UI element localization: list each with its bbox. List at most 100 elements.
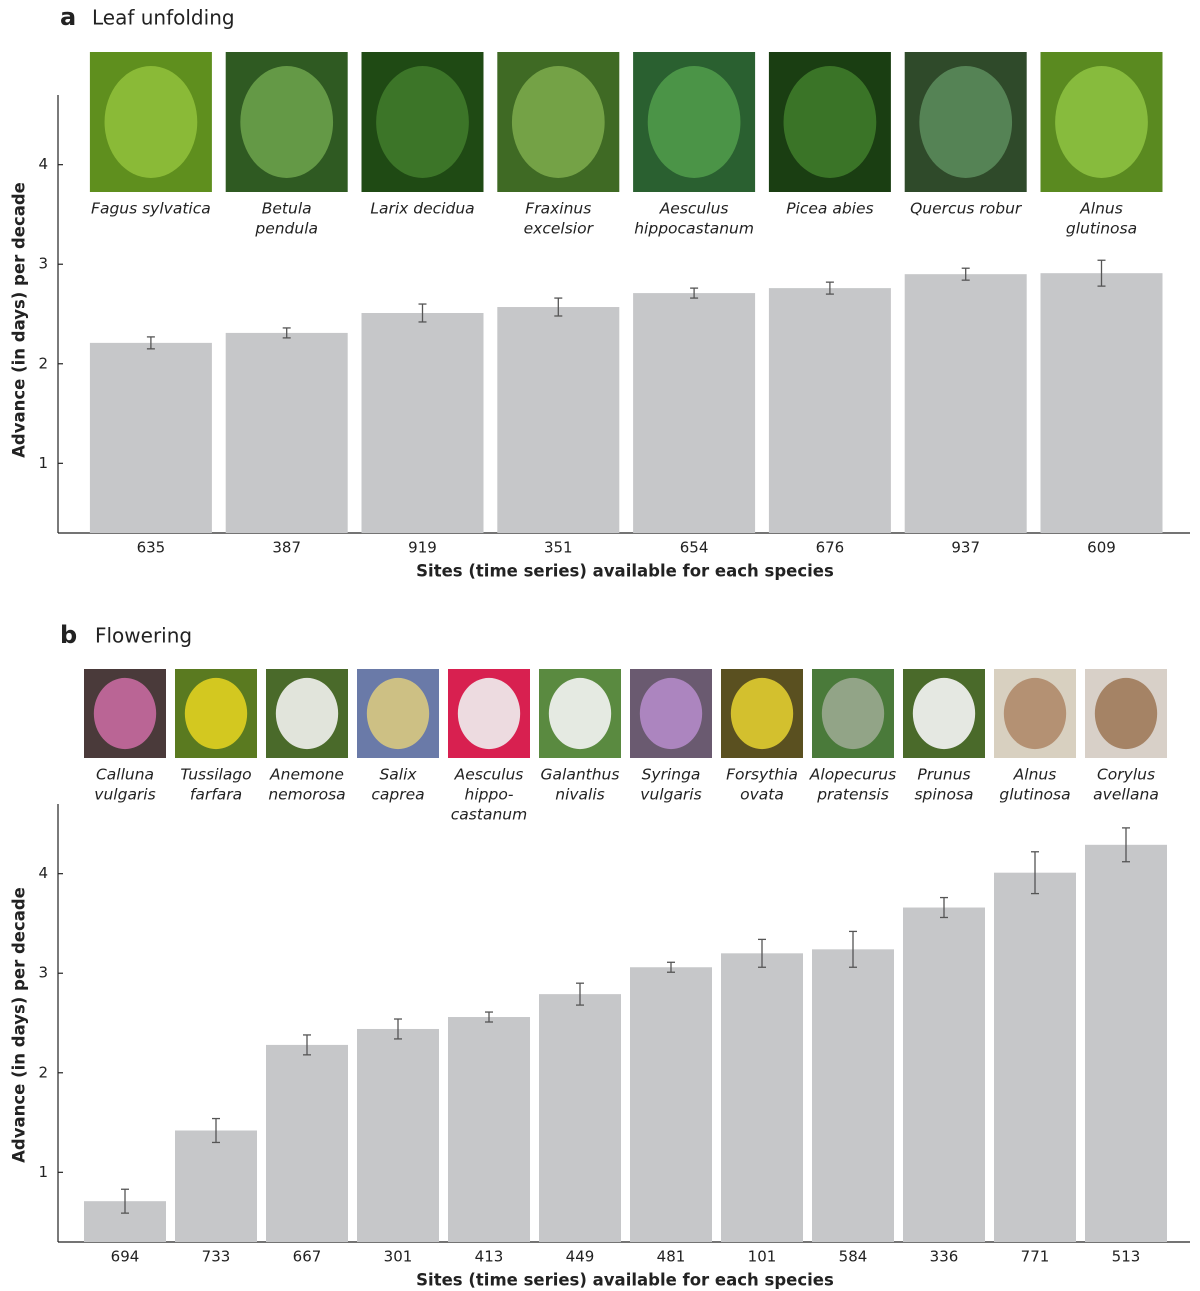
x-tick-label: 771 xyxy=(1021,1248,1050,1266)
species-photo-subject xyxy=(376,66,469,178)
x-tick-label: 937 xyxy=(951,539,980,557)
species-name: Tussilago xyxy=(180,766,251,784)
bar xyxy=(539,994,621,1242)
y-tick-label: 3 xyxy=(38,255,48,273)
species-photo-subject xyxy=(730,677,794,750)
error-bar xyxy=(1122,827,1130,863)
bar xyxy=(1040,273,1163,533)
species-photo-subject xyxy=(912,677,976,750)
species-photo-subject xyxy=(275,677,339,750)
error-bar xyxy=(554,297,563,317)
bar xyxy=(1085,844,1167,1242)
x-tick-label: 387 xyxy=(272,539,301,557)
bar xyxy=(904,274,1027,533)
bar xyxy=(175,1130,257,1242)
species-name: glutinosa xyxy=(999,786,1070,804)
species-photo-subject xyxy=(548,677,612,750)
error-bar xyxy=(394,1018,402,1040)
species-name: Fraxinus xyxy=(525,200,591,218)
y-tick-label: 1 xyxy=(38,454,48,472)
species-photo-subject xyxy=(240,66,334,178)
x-tick-label: 694 xyxy=(111,1248,140,1266)
species-name: nivalis xyxy=(555,786,605,804)
error-bar xyxy=(282,327,291,339)
error-bar xyxy=(418,303,427,323)
species-name: hippo- xyxy=(465,786,514,804)
species-photo-subject xyxy=(821,677,885,750)
bar xyxy=(361,313,484,533)
bar xyxy=(89,342,212,533)
bar xyxy=(497,307,620,533)
panel-title: Flowering xyxy=(95,624,192,648)
species-photo-subject xyxy=(647,66,741,178)
species-name: excelsior xyxy=(524,220,595,238)
bar xyxy=(630,967,712,1242)
species-name: Picea abies xyxy=(786,200,873,218)
error-bar xyxy=(146,336,155,350)
panel-letter: b xyxy=(60,621,77,649)
species-name: Fagus sylvatica xyxy=(91,200,211,218)
species-photo-subject xyxy=(639,677,703,750)
error-bar xyxy=(690,287,699,299)
x-tick-label: 101 xyxy=(748,1248,777,1266)
species-name: vulgaris xyxy=(94,786,155,804)
x-tick-label: 635 xyxy=(137,539,166,557)
species-name: Anemone xyxy=(269,766,344,784)
species-name: farfara xyxy=(190,786,242,804)
bar xyxy=(903,907,985,1242)
species-photo-subject xyxy=(511,66,605,178)
error-bar xyxy=(485,1011,493,1023)
species-name: Forsythia xyxy=(726,766,798,784)
species-photo-subject xyxy=(104,66,198,178)
species-name: Galanthus xyxy=(541,766,620,784)
species-photo-subject xyxy=(783,66,877,178)
species-photo-subject xyxy=(184,677,248,750)
species-name: Calluna xyxy=(96,766,154,784)
y-tick-label: 4 xyxy=(38,155,48,173)
error-bar xyxy=(303,1034,311,1056)
bar xyxy=(721,953,803,1242)
x-tick-label: 584 xyxy=(839,1248,868,1266)
x-tick-label: 654 xyxy=(680,539,709,557)
error-bar xyxy=(758,938,766,968)
error-bar xyxy=(961,267,970,281)
y-axis-label: Advance (in days) per decade xyxy=(10,887,29,1163)
error-bar xyxy=(1031,851,1039,895)
species-name: spinosa xyxy=(914,786,973,804)
panel-letter: a xyxy=(60,3,76,31)
x-tick-label: 676 xyxy=(816,539,845,557)
species-name: Alnus xyxy=(1079,200,1123,218)
species-name: castanum xyxy=(451,806,527,824)
species-name: pratensis xyxy=(816,786,889,804)
species-name: Aesculus xyxy=(454,766,524,784)
x-tick-label: 336 xyxy=(930,1248,959,1266)
x-tick-label: 413 xyxy=(475,1248,504,1266)
y-tick-label: 4 xyxy=(38,864,48,882)
species-name: nemorosa xyxy=(268,786,345,804)
species-name: Larix decidua xyxy=(370,200,474,218)
species-name: glutinosa xyxy=(1066,220,1137,238)
species-photo-subject xyxy=(366,677,430,750)
error-bar xyxy=(1097,259,1106,287)
species-name: Prunus xyxy=(917,766,970,784)
error-bar xyxy=(212,1117,220,1144)
species-name: pendula xyxy=(254,220,318,238)
species-name: avellana xyxy=(1093,786,1159,804)
bar xyxy=(994,872,1076,1242)
x-axis-label: Sites (time series) available for each s… xyxy=(416,562,834,581)
species-name: hippocastanum xyxy=(634,220,754,238)
bar xyxy=(633,293,756,533)
x-tick-label: 609 xyxy=(1087,539,1116,557)
error-bar xyxy=(849,930,857,968)
bar xyxy=(812,949,894,1242)
species-name: vulgaris xyxy=(640,786,701,804)
error-bar xyxy=(121,1188,129,1214)
species-name: Alopecurus xyxy=(809,766,896,784)
species-name: Alnus xyxy=(1013,766,1057,784)
y-tick-label: 2 xyxy=(38,1063,48,1081)
species-name: ovata xyxy=(740,786,784,804)
species-name: Betula xyxy=(262,200,312,218)
species-photo-subject xyxy=(1003,677,1067,750)
species-name: Syringa xyxy=(642,766,701,784)
